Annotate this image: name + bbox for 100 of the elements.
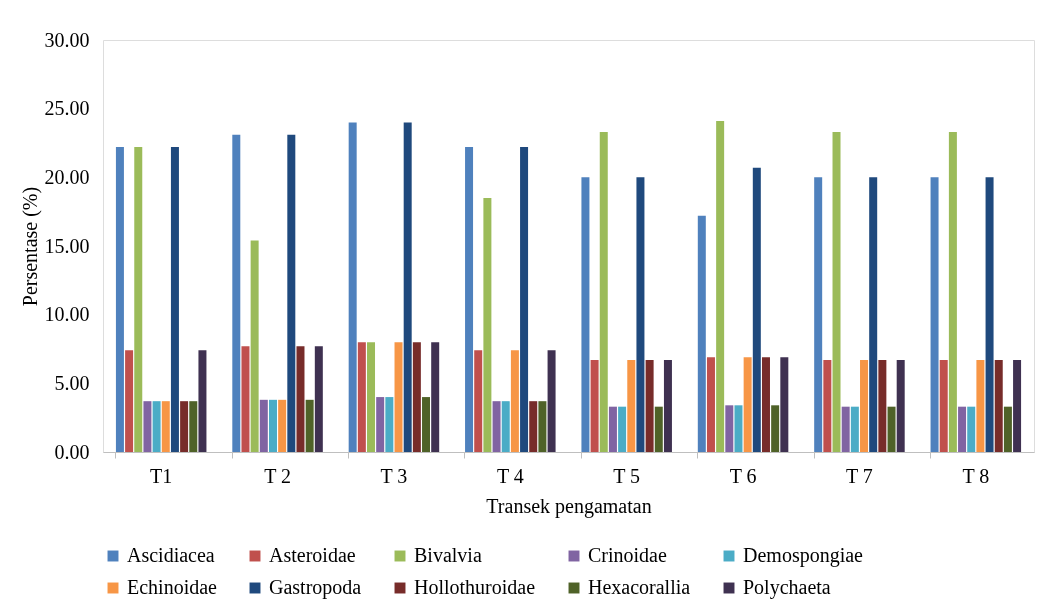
bar xyxy=(627,359,636,452)
bar xyxy=(287,134,296,452)
legend-label: Bivalvia xyxy=(414,544,482,566)
bar xyxy=(198,350,207,452)
y-tick-label: 20.00 xyxy=(44,165,90,188)
y-axis-title: Persentase (%) xyxy=(18,186,42,307)
bar xyxy=(697,215,706,452)
bar xyxy=(422,397,431,452)
bar xyxy=(948,132,957,452)
x-tick-label: T 6 xyxy=(729,464,757,487)
bar xyxy=(538,401,547,452)
x-axis-title: Transek pengamatan xyxy=(486,494,652,518)
bar xyxy=(431,342,440,452)
bar xyxy=(771,405,780,452)
bar xyxy=(180,401,189,452)
bar xyxy=(581,177,590,452)
bar xyxy=(832,132,841,452)
bar xyxy=(761,357,770,452)
bar xyxy=(636,177,645,452)
bar xyxy=(850,406,859,452)
x-tick-label: T 2 xyxy=(264,464,291,487)
bar xyxy=(1003,406,1012,452)
bar xyxy=(985,177,994,452)
bar xyxy=(125,350,134,452)
bar xyxy=(483,197,492,452)
bar xyxy=(115,147,124,452)
bar xyxy=(474,350,483,452)
bar xyxy=(305,399,314,452)
bar xyxy=(152,401,161,452)
bar xyxy=(887,406,896,452)
legend-label: Gastropoda xyxy=(269,576,362,599)
legend-label: Hollothuroidae xyxy=(414,576,536,598)
bar xyxy=(259,399,268,452)
bar xyxy=(734,405,743,452)
bar xyxy=(994,359,1003,452)
bar xyxy=(967,406,976,452)
bar xyxy=(780,357,789,452)
bar xyxy=(939,359,948,452)
y-tick-label: 30.00 xyxy=(44,28,90,51)
bar xyxy=(752,167,761,452)
legend-label: Crinoidae xyxy=(588,544,667,566)
bar xyxy=(143,401,152,452)
bar xyxy=(1013,359,1022,452)
bar xyxy=(663,359,672,452)
bar xyxy=(403,122,412,452)
bar xyxy=(878,359,887,452)
y-tick-label: 0.00 xyxy=(54,440,90,463)
bar xyxy=(250,240,259,452)
bar xyxy=(716,121,725,452)
bar xyxy=(823,359,832,452)
bar xyxy=(501,401,510,452)
bar xyxy=(367,342,376,452)
bar xyxy=(492,401,501,452)
bar xyxy=(376,397,385,452)
bar xyxy=(706,357,715,452)
bar xyxy=(860,359,869,452)
bar xyxy=(896,359,905,452)
bar xyxy=(930,177,939,452)
legend-label: Polychaeta xyxy=(743,576,831,599)
bar xyxy=(814,177,823,452)
bar xyxy=(520,147,529,452)
bar xyxy=(725,405,734,452)
bar xyxy=(385,397,394,452)
legend-label: Hexacorallia xyxy=(588,576,691,598)
bar xyxy=(608,406,617,452)
bar xyxy=(958,406,967,452)
bar xyxy=(241,346,250,452)
bar xyxy=(268,399,277,452)
bar xyxy=(348,122,357,452)
bar xyxy=(170,147,179,452)
bar xyxy=(357,342,366,452)
bar xyxy=(412,342,421,452)
bar xyxy=(654,406,663,452)
bar xyxy=(189,401,198,452)
bar xyxy=(976,359,985,452)
bar xyxy=(314,346,323,452)
y-tick-label: 25.00 xyxy=(44,97,90,120)
bar xyxy=(599,132,608,452)
bar xyxy=(134,147,143,452)
x-tick-label: T 7 xyxy=(846,464,873,487)
x-tick-label: T 8 xyxy=(962,464,990,487)
legend-label: Demospongiae xyxy=(743,544,864,567)
x-tick-label: T 5 xyxy=(613,464,641,487)
bar xyxy=(232,134,241,452)
bar xyxy=(465,147,474,452)
y-tick-label: 10.00 xyxy=(44,303,90,326)
y-tick-label: 5.00 xyxy=(54,371,90,394)
y-tick-label: 15.00 xyxy=(44,234,90,257)
bar xyxy=(510,350,519,452)
bar xyxy=(743,357,752,452)
bar xyxy=(161,401,170,452)
x-tick-label: T 4 xyxy=(496,464,524,487)
legend-label: Echinoidae xyxy=(127,576,218,598)
legend-label: Asteroidae xyxy=(269,544,356,566)
bar xyxy=(529,401,538,452)
x-tick-label: T 3 xyxy=(380,464,408,487)
bar xyxy=(618,406,627,452)
bar xyxy=(394,342,403,452)
bar xyxy=(869,177,878,452)
bar xyxy=(278,399,287,452)
